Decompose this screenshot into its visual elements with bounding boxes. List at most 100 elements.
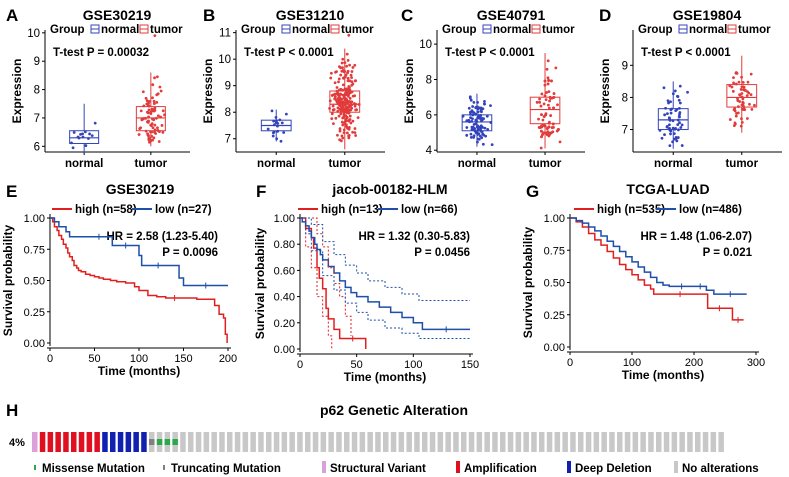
- data-point-normal-b: [272, 119, 276, 123]
- data-point-tumor-b: [353, 131, 357, 135]
- sample-bar-none-h: [180, 432, 186, 452]
- data-point-tumor-c: [543, 79, 547, 83]
- sample-bar-none-h: [328, 432, 334, 452]
- chart-title-f: jacob-00182-HLM: [331, 181, 447, 197]
- data-point-tumor-b: [330, 112, 334, 116]
- data-point-normal-b: [272, 130, 276, 134]
- data-point-tumor-c: [540, 92, 544, 96]
- data-point-normal-c: [467, 106, 471, 110]
- panel-letter-b: B: [203, 6, 215, 25]
- legend-label-none-h: No alterations: [682, 463, 759, 475]
- x-tick-label-f: 50: [351, 359, 363, 371]
- data-point-tumor-c: [538, 100, 542, 104]
- legend-label-low-f: low (n=66): [401, 204, 458, 216]
- y-axis-label-c: Expression: [402, 59, 416, 124]
- y-tick-label-b: 11: [219, 28, 231, 40]
- panel-letters: A B C D E F G H: [6, 6, 611, 420]
- data-point-tumor-b: [342, 114, 346, 117]
- data-point-tumor-a: [152, 102, 156, 106]
- sample-bar-none-h: [585, 432, 592, 452]
- sample-bar-none-h: [406, 432, 412, 452]
- y-tick-label-b: 10: [218, 54, 231, 66]
- data-point-tumor-d: [746, 90, 749, 94]
- data-point-normal-b: [284, 112, 288, 116]
- data-point-tumor-a: [144, 116, 148, 120]
- data-point-normal-d: [667, 116, 671, 120]
- data-point-normal-d: [665, 112, 669, 116]
- data-point-tumor-c: [540, 113, 543, 117]
- sample-bar-none-h: [507, 432, 514, 452]
- data-point-tumor-c: [543, 83, 547, 87]
- alteration-panel-h: p62 Genetic Alteration 4% Missense Mutatio…: [9, 402, 759, 475]
- sample-bar-none-h: [718, 432, 724, 452]
- data-point-normal-c: [469, 98, 473, 102]
- data-point-normal-c: [486, 127, 490, 131]
- data-point-normal-d: [671, 119, 675, 123]
- data-point-normal-c: [472, 122, 476, 126]
- survival-panel-g: TCGA-LUAD high (n=535) low (n=486) HR = 1.4…: [521, 181, 765, 382]
- data-point-normal-d: [676, 128, 680, 132]
- legend-label-normal-d: normal: [689, 24, 727, 36]
- data-point-normal-c: [483, 126, 487, 130]
- data-point-tumor-a: [153, 123, 157, 127]
- data-point-tumor-d: [739, 124, 743, 128]
- survival-curve-high-f: [300, 217, 367, 349]
- data-point-normal-d: [678, 84, 682, 88]
- data-point-tumor-a: [151, 96, 154, 100]
- legend-label-missense-h: Missense Mutation: [42, 463, 145, 475]
- data-point-normal-c: [479, 106, 483, 110]
- data-point-normal-b: [271, 134, 275, 138]
- data-point-tumor-d: [738, 93, 742, 97]
- x-axis-label-f: Time (months): [344, 370, 426, 384]
- x-tick-label-e: 0: [47, 353, 53, 365]
- data-point-normal-c: [469, 116, 472, 120]
- data-point-normal-d: [673, 89, 677, 93]
- data-point-tumor-b: [349, 121, 353, 125]
- x-tick-label-tumor-b: tumor: [328, 158, 361, 170]
- data-point-normal-c: [477, 137, 481, 141]
- data-point-tumor-a: [144, 96, 148, 100]
- data-point-tumor-b: [345, 125, 349, 129]
- legend-swatch-none-h: [674, 461, 678, 473]
- data-point-normal-c: [481, 118, 484, 122]
- data-point-tumor-b: [333, 92, 337, 96]
- data-point-tumor-d: [732, 76, 735, 80]
- data-point-tumor-b: [333, 95, 337, 99]
- y-tick-label-c: 10: [419, 39, 432, 51]
- data-point-normal-a: [87, 137, 90, 140]
- data-point-tumor-b: [348, 114, 352, 118]
- sample-bar-amplification-h: [47, 432, 54, 452]
- sample-bar-truncating-h: [149, 439, 155, 445]
- survival-panel-f: jacob-00182-HLM high (n=13) low (n=66) HR =…: [253, 181, 479, 384]
- data-point-tumor-b: [328, 99, 332, 103]
- confidence-band-low_ci_lower-f: [300, 217, 470, 340]
- sample-bar-none-h: [601, 432, 607, 452]
- data-point-tumor-b: [346, 69, 350, 73]
- y-tick-label-a: 9: [34, 56, 40, 68]
- data-point-tumor-b: [338, 127, 342, 131]
- data-point-tumor-b: [336, 91, 340, 95]
- data-point-tumor-d: [736, 105, 740, 109]
- data-point-tumor-b: [357, 103, 361, 106]
- data-point-tumor-a: [156, 129, 160, 132]
- sample-bar-missense-h: [156, 439, 163, 445]
- data-point-tumor-a: [142, 104, 146, 108]
- data-point-tumor-d: [740, 120, 744, 124]
- data-point-normal-c: [473, 127, 476, 130]
- data-point-tumor-a: [160, 124, 164, 127]
- survival-curve-low-e: [50, 217, 228, 287]
- data-point-tumor-a: [151, 126, 155, 130]
- panel-letter-e: E: [6, 182, 17, 201]
- data-point-normal-d: [677, 98, 681, 102]
- x-axis-label-g: Time (months): [622, 368, 704, 382]
- data-point-tumor-d: [745, 117, 749, 120]
- data-point-normal-c: [474, 131, 478, 135]
- sample-bar-none-h: [476, 432, 483, 452]
- y-tick-label-g: 0.50: [544, 278, 565, 290]
- data-point-tumor-b: [333, 97, 337, 101]
- data-point-tumor-d: [740, 107, 744, 111]
- y-tick-label-f: 0.40: [274, 292, 295, 304]
- chart-title-c: GSE40791: [477, 7, 546, 23]
- sample-bar-none-h: [461, 432, 467, 452]
- x-tick-label-e: 100: [130, 353, 148, 365]
